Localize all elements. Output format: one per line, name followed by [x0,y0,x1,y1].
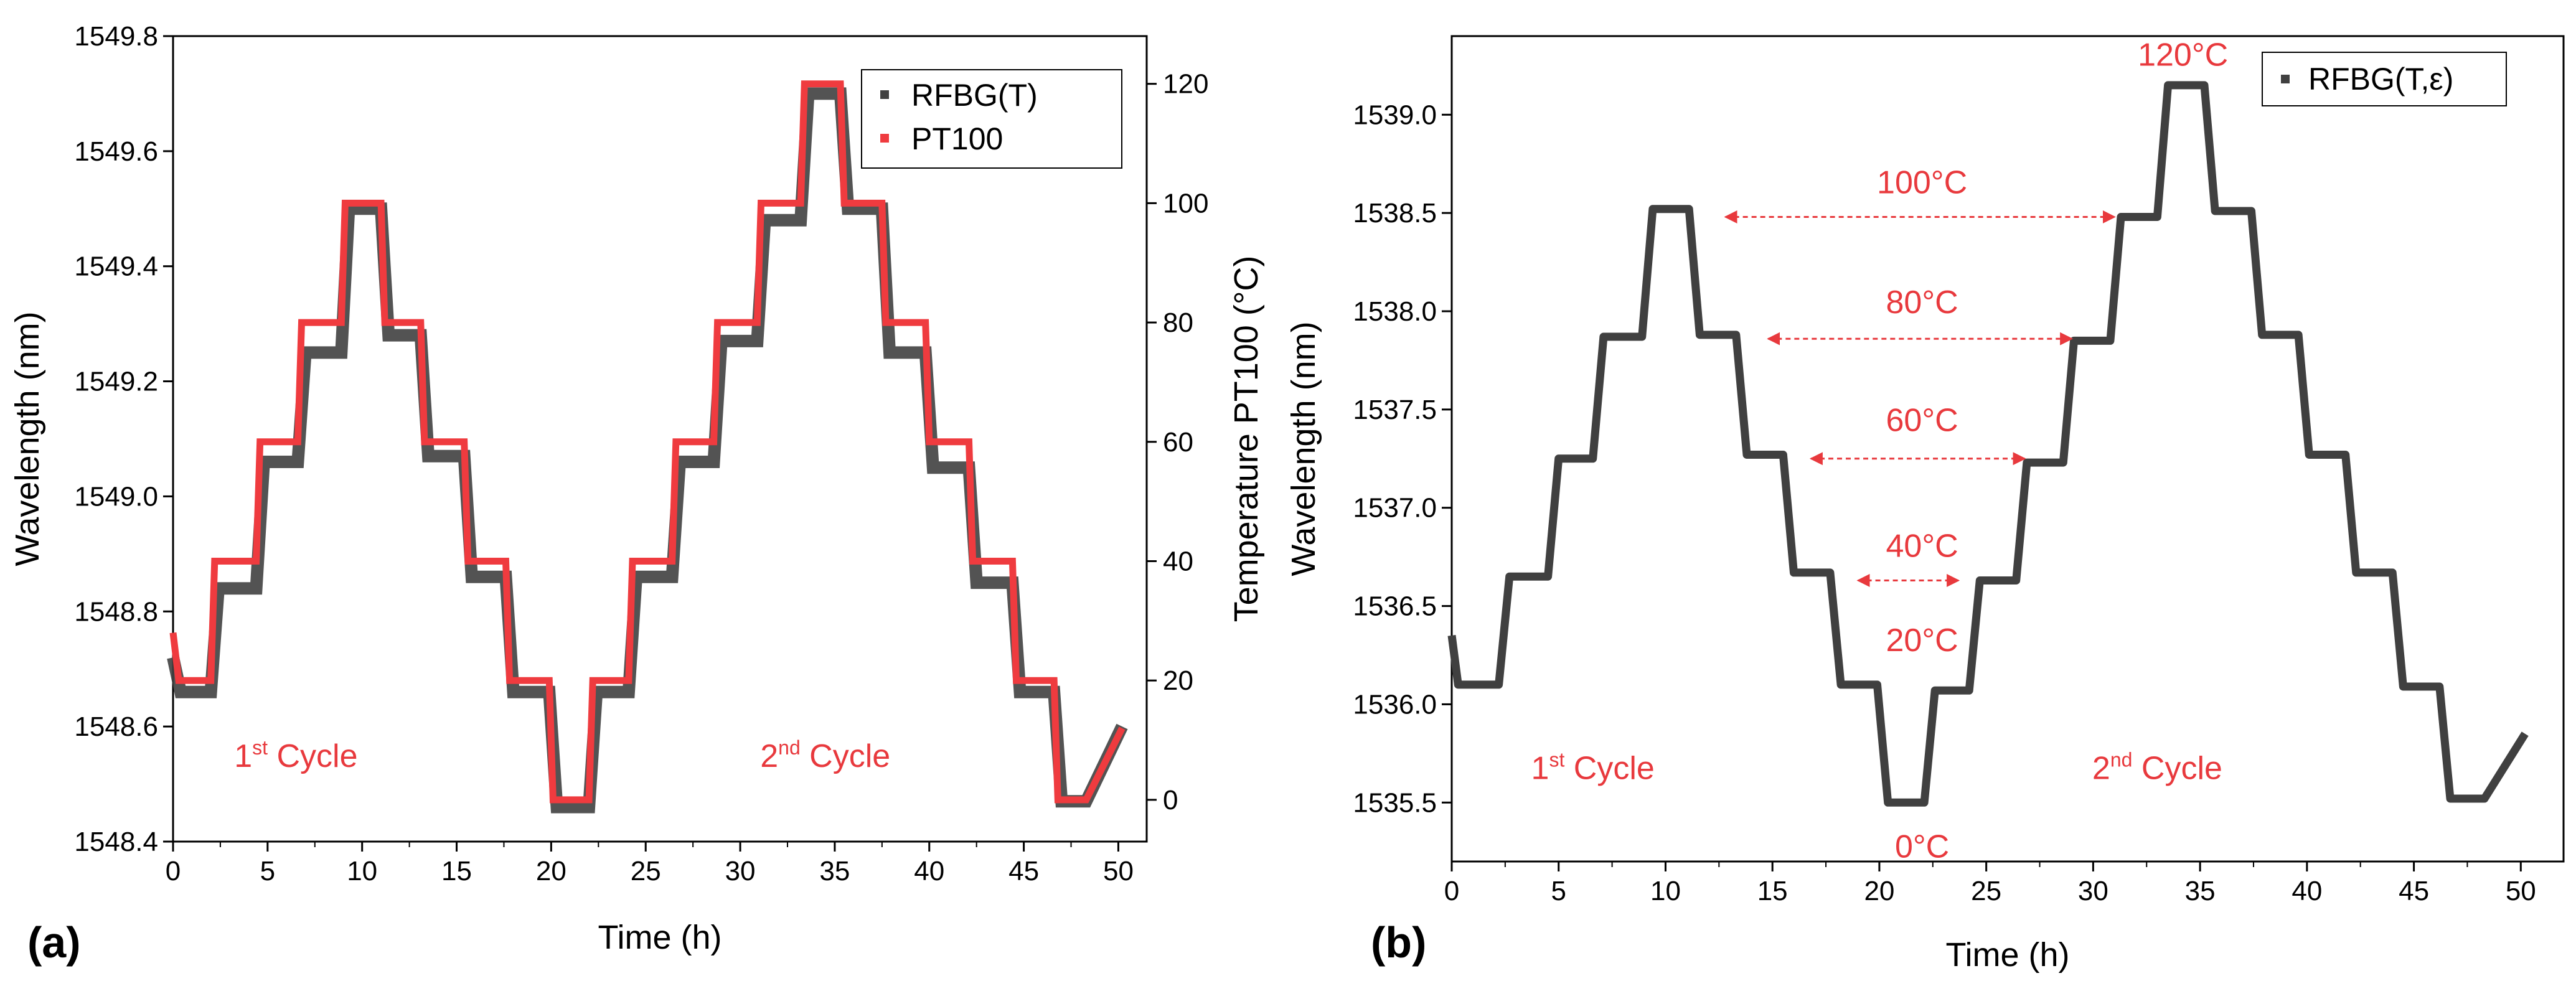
chart-b-x-tick-label: 5 [1551,876,1566,906]
chart-b-y-tick-label: 1539.0 [1353,100,1437,130]
chart-b-x-tick-label: 20 [1864,876,1894,906]
chart-a-y2-axis-title: Temperature PT100 (°C) [1228,256,1265,622]
chart-b-temperature-label-3: 80°C [1886,284,1958,321]
chart-a-y2-tick-label: 120 [1163,69,1208,100]
chart-a-x-tick-label: 40 [914,856,944,886]
chart-b-x-tick-label: 40 [2292,876,2322,906]
chart-a-y2-tick-label: 80 [1163,308,1193,338]
chart-a-x-tick-label: 50 [1103,856,1134,886]
chart-a-cycle-label-2: 2nd Cycle [760,736,890,774]
chart-a-y2-tick-label: 20 [1163,665,1193,696]
chart-a-y2-tick-label: 40 [1163,546,1193,576]
chart-a-y-tick-label: 1548.4 [74,827,158,857]
chart-b-temperature-label-2: 100°C [1877,165,1967,201]
chart-a-legend-box [861,69,1122,169]
chart-b-series-rfbg-line [1447,81,2529,807]
chart-b-x-tick-label: 0 [1444,876,1459,906]
chart-a-x-tick-label: 45 [1008,856,1039,886]
chart-b-y-tick-label: 1535.5 [1353,787,1437,818]
chart-a-y-axis-title: Wavelength (nm) [9,311,46,566]
chart-a-x-tick-label: 5 [260,856,275,886]
chart-b-x-tick-label: 15 [1757,876,1788,906]
chart-b-x-tick-label: 50 [2506,876,2536,906]
chart-b-y-tick-label: 1536.5 [1353,591,1437,622]
chart-b-y-tick-label: 1537.0 [1353,493,1437,524]
chart-b-x-tick-label: 45 [2399,876,2429,906]
chart-a-y-tick-label: 1549.2 [74,367,158,397]
chart-b-x-tick-label: 30 [2078,876,2108,906]
chart-a-y-tick-label: 1548.6 [74,711,158,742]
chart-a-legend-marker-pt100 [880,134,889,143]
chart-b-temperature-label-1: 120°C [2138,37,2228,73]
chart-a-x-tick-label: 30 [725,856,756,886]
chart-a-y-tick-label: 1549.0 [74,481,158,512]
chart-a-x-tick-label: 10 [347,856,377,886]
chart-b-temperature-label-7: 0°C [1895,829,1949,865]
chart-a-y2-tick-label: 60 [1163,427,1193,458]
chart-b-y-tick-label: 1537.5 [1353,395,1437,425]
chart-b-legend-label-rfbg: RFBG(T,ε) [2308,62,2453,96]
chart-b-cycle-label-1: 1st Cycle [1531,748,1655,786]
chart-b-temperature-label-6: 20°C [1886,622,1958,659]
chart-a-y-tick-label: 1549.8 [74,21,158,52]
chart-a-cycle-label-1: 1st Cycle [234,736,357,774]
chart-b-x-tick-label: 35 [2185,876,2216,906]
chart-b: 0 5 10 15 20 25 30 35 40 45 50 1535.5 1536.0 1536.5 15… [1285,35,2565,974]
chart-a-plot-frame [172,35,1148,843]
chart-b-x-tick-label: 25 [1971,876,2001,906]
chart-b-legend-marker-rfbg [2281,75,2290,83]
chart-b-cycle-label-2: 2nd Cycle [2092,748,2222,786]
chart-a-legend-marker-rfbg [880,90,889,99]
chart-a-y2-tick-label: 100 [1163,188,1208,218]
chart-a-series-pt100-line [169,80,1126,804]
chart-b-legend-box [2262,52,2507,106]
chart-a-x-axis-title: Time (h) [598,919,722,956]
chart-a-legend-label-pt100: PT100 [911,121,1003,156]
panel-label-a: (a) [27,918,81,967]
chart-a-x-tick-label: 15 [441,856,472,886]
chart-b-y-axis-title: Wavelength (nm) [1285,321,1322,576]
chart-a-legend-label-rfbg: RFBG(T) [911,78,1038,113]
chart-b-temperature-label-4: 60°C [1886,403,1958,439]
chart-a-y-tick-label: 1549.4 [74,251,158,282]
chart-a-x-tick-label: 20 [536,856,566,886]
chart-a-y2-tick-label: 0 [1163,785,1178,815]
chart-b-temperature-label-5: 40°C [1886,528,1958,565]
panel-label-b: (b) [1371,918,1426,967]
chart-b-y-tick-label: 1538.5 [1353,198,1437,228]
chart-a-y-tick-label: 1548.8 [74,596,158,627]
chart-a-y-tick-label: 1549.6 [74,136,158,167]
chart-b-y-tick-label: 1538.0 [1353,296,1437,327]
chart-a-x-tick-label: 35 [819,856,850,886]
chart-b-plot-frame [1450,35,2565,863]
chart-a: 0 5 10 15 20 25 30 35 40 45 50 1548.4 1548.6 1548.8 15… [9,21,1265,956]
chart-b-x-tick-label: 10 [1650,876,1681,906]
chart-a-x-tick-label: 0 [166,856,181,886]
chart-b-x-axis-title: Time (h) [1946,936,2070,974]
chart-a-x-tick-label: 25 [631,856,661,886]
chart-b-y-tick-label: 1536.0 [1353,689,1437,720]
